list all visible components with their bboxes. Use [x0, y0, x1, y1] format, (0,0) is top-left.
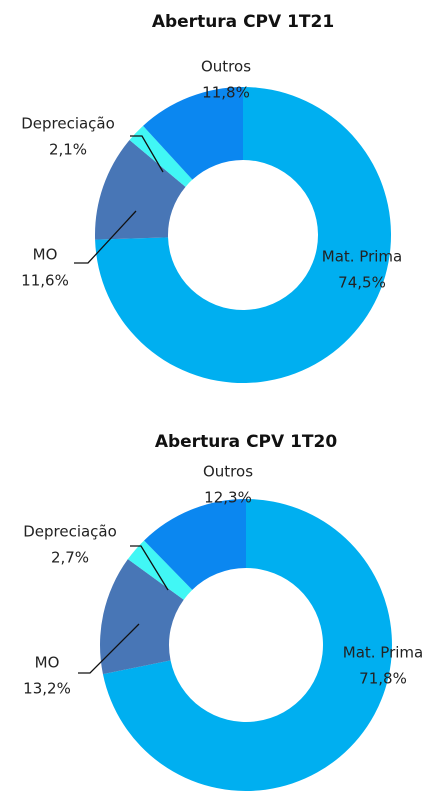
- slice-label: Depreciação: [23, 523, 117, 541]
- donut-slice: [127, 540, 193, 600]
- slice-label: MO: [33, 246, 58, 264]
- donut-slice: [95, 87, 391, 383]
- slice-value: 71,8%: [359, 670, 407, 688]
- slice-value: 2,7%: [51, 549, 89, 567]
- slice-value: 13,2%: [23, 680, 71, 698]
- slice-label: Depreciação: [21, 115, 115, 133]
- donut-slice: [99, 559, 184, 675]
- chart-title: Abertura CPV 1T20: [155, 432, 338, 452]
- slice-value: 74,5%: [338, 274, 386, 292]
- slice-value: 11,8%: [202, 84, 250, 102]
- slice-value: 11,6%: [21, 272, 69, 290]
- donut-slice: [95, 139, 186, 240]
- leader-line: [130, 545, 169, 591]
- leader-line: [130, 135, 164, 173]
- donut-slice: [144, 499, 246, 590]
- chart-title: Abertura CPV 1T21: [152, 12, 334, 32]
- slice-value: 2,1%: [49, 141, 87, 159]
- donut-slice: [143, 87, 243, 180]
- leader-line: [78, 623, 140, 674]
- slice-label: Mat. Prima: [343, 644, 423, 662]
- slice-label: MO: [35, 654, 60, 672]
- slice-value: 12,3%: [204, 489, 252, 507]
- slice-label: Outros: [201, 58, 251, 76]
- donut-slice: [102, 499, 392, 791]
- slice-label: Outros: [203, 463, 253, 481]
- leader-line: [74, 210, 137, 264]
- slice-label: Mat. Prima: [322, 248, 402, 266]
